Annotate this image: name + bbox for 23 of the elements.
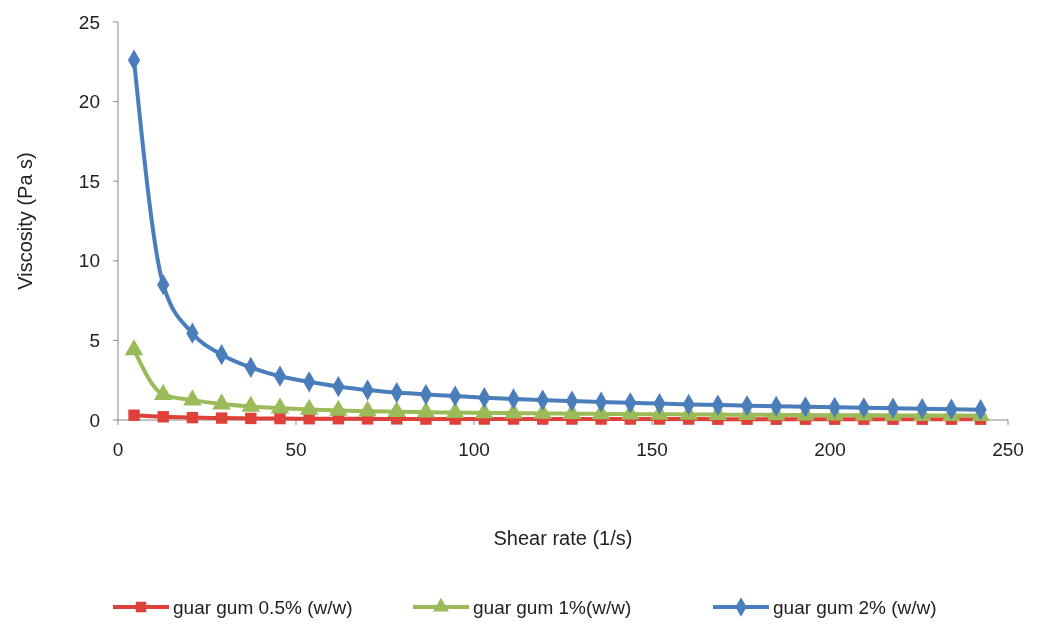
legend-label: guar gum 0.5% (w/w) <box>173 596 353 618</box>
point <box>274 412 286 425</box>
x-tick-label: 250 <box>992 439 1024 460</box>
legend-label: guar gum 1%(w/w) <box>473 596 632 618</box>
y-tick-label: 25 <box>78 11 100 33</box>
y-tick-label: 5 <box>89 330 100 352</box>
x-tick-label: 0 <box>112 439 124 460</box>
point <box>215 412 228 424</box>
point <box>157 411 169 423</box>
y-axis-title: Viscosity (Pa s) <box>14 152 36 290</box>
point <box>245 412 257 425</box>
y-tick-label: 10 <box>78 250 100 272</box>
y-tick-label: 20 <box>78 91 100 113</box>
y-tick-label: 15 <box>78 170 100 192</box>
x-tick-label: 200 <box>814 439 846 460</box>
x-axis-title: Shear rate (1/s) <box>493 527 633 549</box>
x-tick-label: 100 <box>458 439 490 460</box>
point <box>128 409 140 421</box>
x-tick-label: 150 <box>636 439 668 460</box>
legend-label: guar gum 2% (w/w) <box>773 596 937 618</box>
y-tick-label: 0 <box>89 409 100 431</box>
x-tick-label: 50 <box>285 439 307 460</box>
point <box>186 411 199 424</box>
